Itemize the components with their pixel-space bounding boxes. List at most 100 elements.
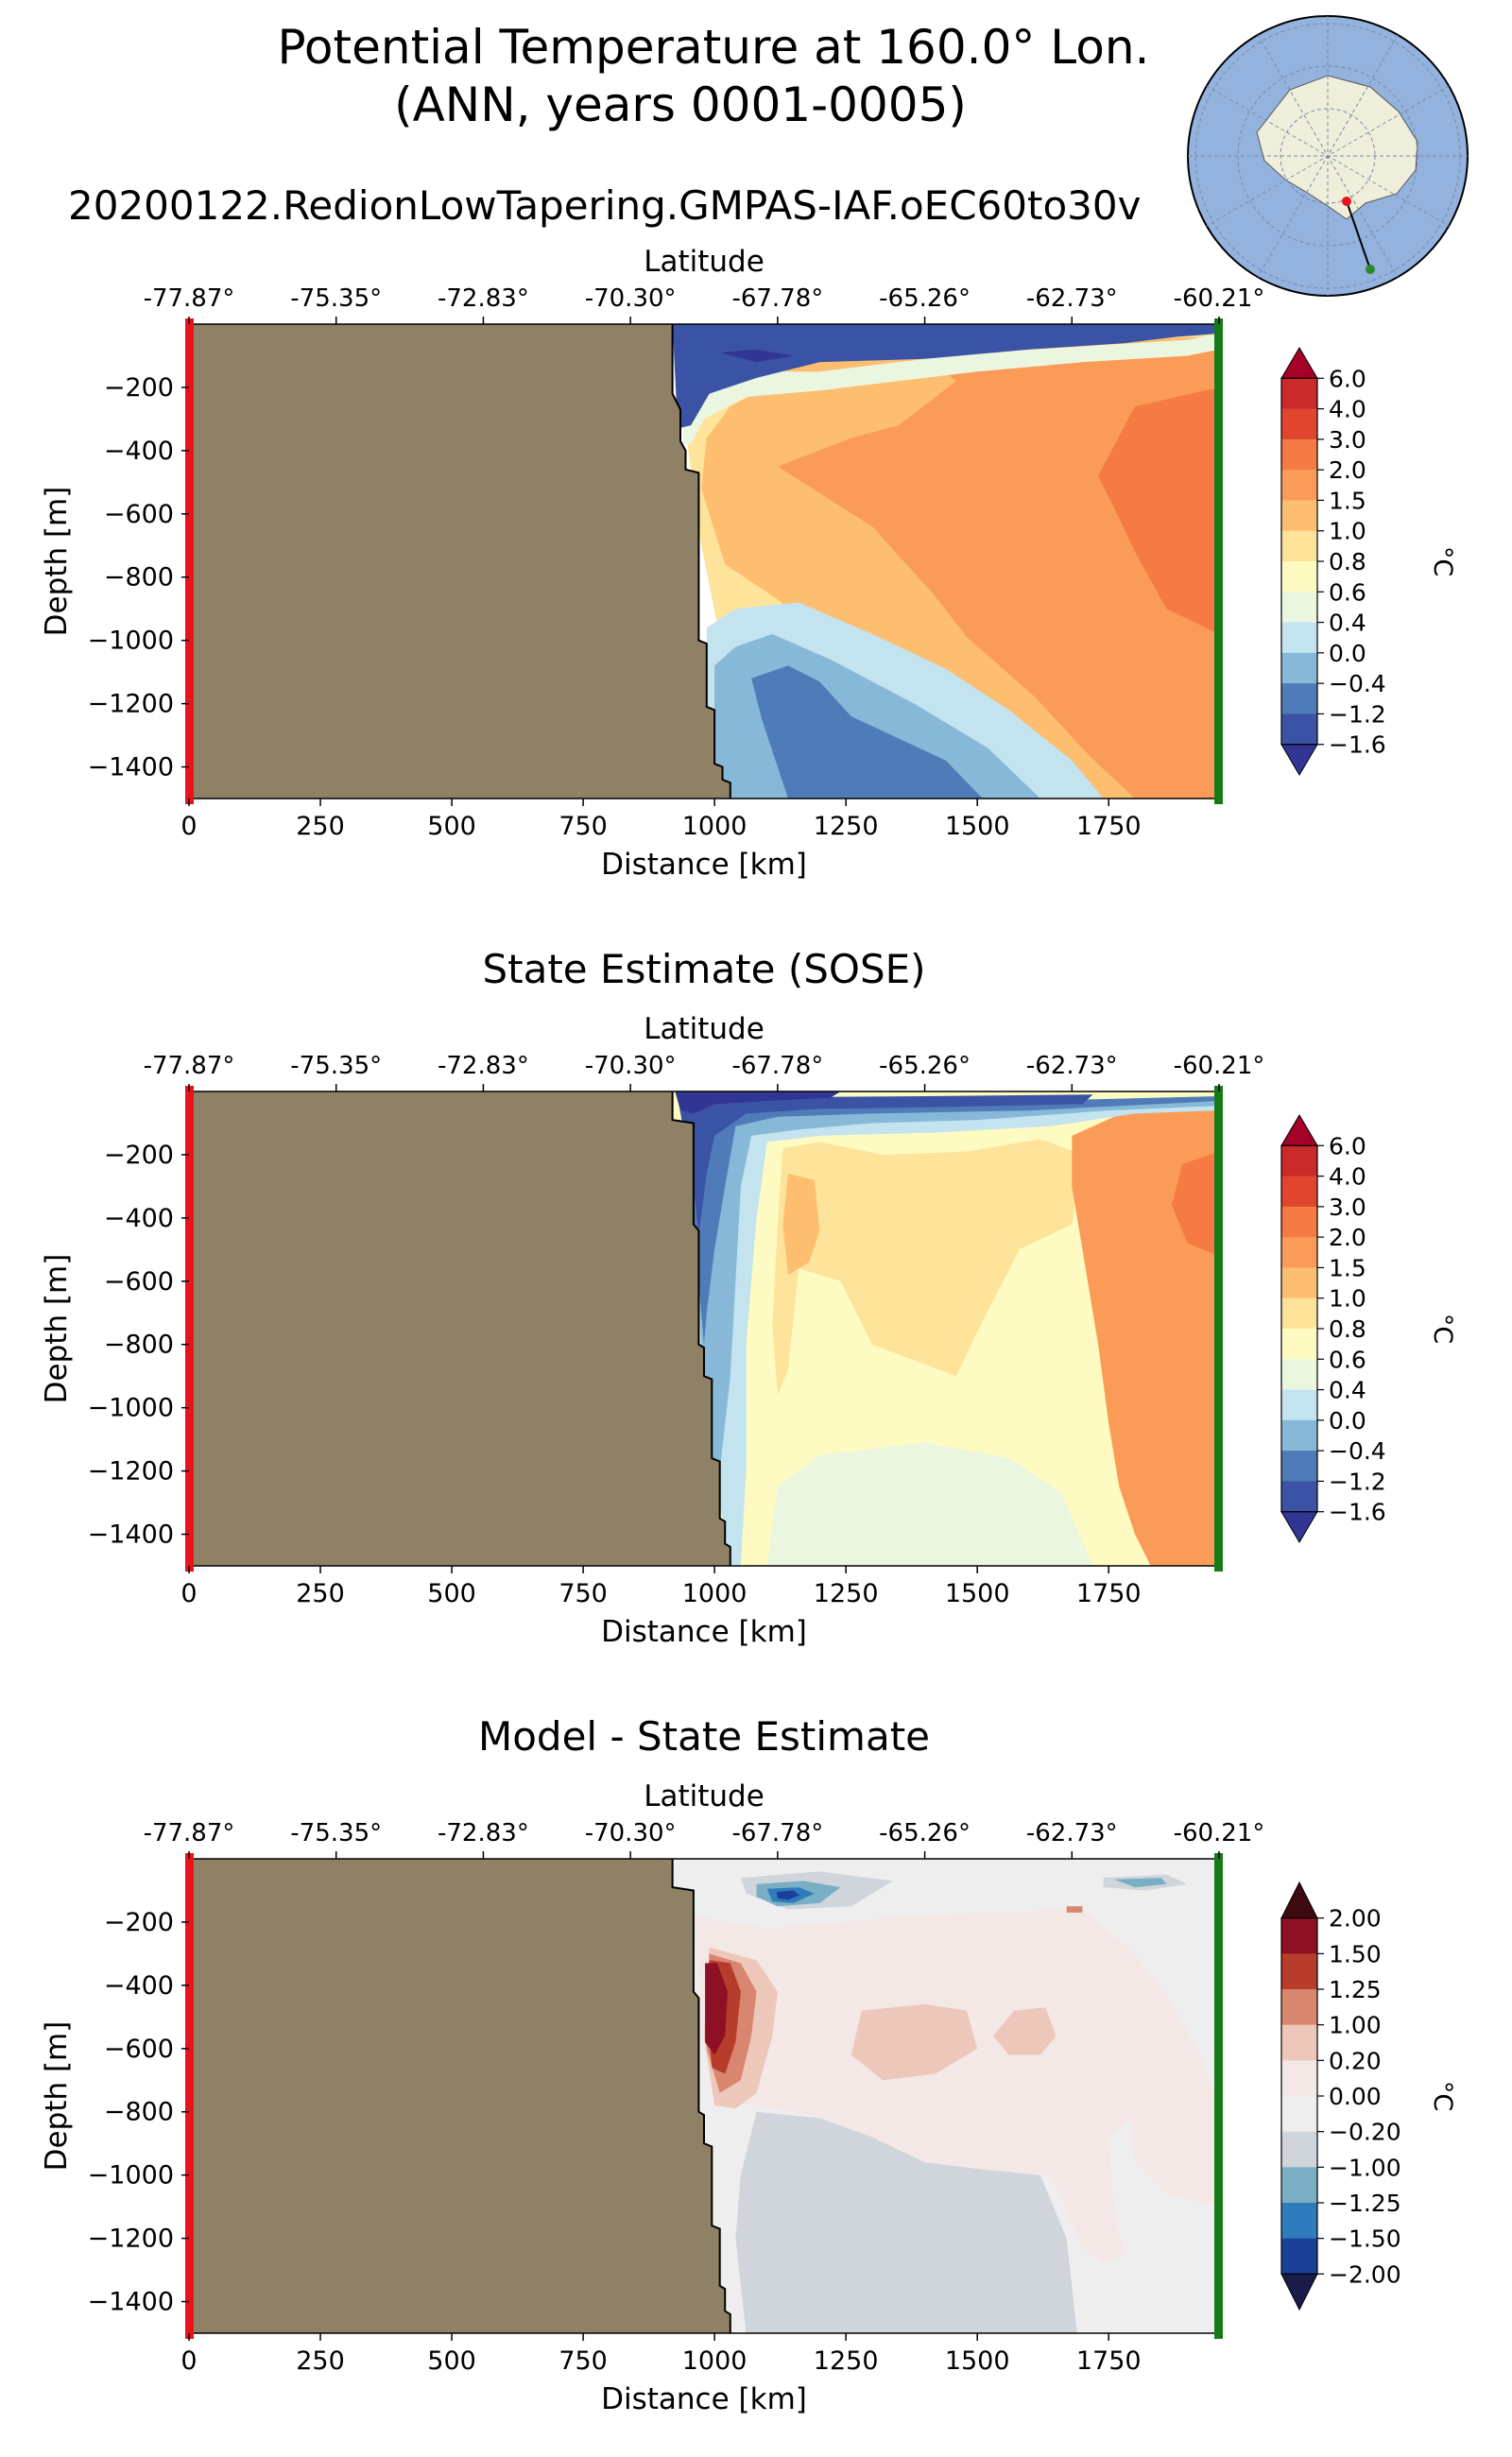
x-tick-label: 250 (296, 2346, 345, 2376)
contour-region (776, 1890, 800, 1900)
colorbar-tick-label: −1.6 (1329, 1499, 1386, 1526)
y-tick-label: −1000 (88, 627, 174, 656)
colorbar-tick-label: −1.00 (1329, 2154, 1401, 2181)
colorbar-tick-label: 4.0 (1329, 396, 1366, 423)
y-tick-label: −600 (104, 500, 174, 529)
contour-region (678, 1094, 1093, 1234)
top-tick-label: -67.78° (731, 1052, 823, 1080)
colorbar-tick-label: 1.50 (1329, 1940, 1382, 1967)
colorbar-tick-label: 0.8 (1329, 1315, 1366, 1343)
y-axis-label: Depth [m] (40, 1254, 74, 1404)
x-tick-label: 1250 (814, 2346, 879, 2376)
colorbar-swatch (1281, 530, 1317, 562)
colorbar: 6.04.03.02.01.51.00.80.60.40.0−0.4−1.2−1… (1280, 1114, 1457, 1543)
contour-region (1113, 1878, 1167, 1888)
y-tick-label: −800 (104, 563, 174, 593)
colorbar-swatch (1281, 1206, 1317, 1238)
x-axis-label: Distance [km] (601, 2382, 807, 2416)
y-tick-label: −800 (104, 2098, 174, 2127)
y-tick-label: −400 (104, 1204, 174, 1233)
colorbar-tick-label: −1.2 (1329, 1468, 1386, 1495)
colorbar-swatch (1281, 2203, 1317, 2240)
colorbar-tick-label: 3.0 (1329, 1194, 1366, 1221)
colorbar-tick-label: −0.4 (1329, 1437, 1386, 1465)
inset-transect-line (1346, 200, 1371, 270)
top-tick-label: -77.87° (144, 284, 235, 313)
contour-field (672, 324, 1219, 799)
x-tick-label: 0 (180, 812, 197, 841)
colorbar-tick-label: 4.0 (1329, 1163, 1366, 1191)
inset-graticule-meridian (1206, 85, 1450, 227)
contour-region (693, 1101, 1219, 1566)
transect-end-marker (1214, 1853, 1223, 2339)
x-tick-label: 750 (558, 2346, 608, 2376)
sose-panel: State Estimate (SOSE) 0 250 500 750 1000 1250 1… (40, 946, 1457, 1649)
top-tick-label: -60.21° (1174, 1052, 1265, 1080)
colorbar-swatch (1281, 470, 1317, 501)
contour-region (850, 2003, 978, 2081)
inset-transect-start (1342, 197, 1351, 206)
top-tick-label: -65.26° (879, 284, 971, 313)
colorbar-swatch (1281, 683, 1317, 714)
colorbar-swatch (1281, 1329, 1317, 1360)
colorbar-swatch (1281, 622, 1317, 654)
figure-title-line2: (ANN, years 0001-0005) (394, 77, 967, 132)
top-tick-label: -70.30° (585, 1819, 677, 1847)
colorbar-tick-label: 0.0 (1329, 1407, 1366, 1435)
y-tick-label: −1000 (88, 2161, 174, 2191)
colorbar-swatch (1281, 652, 1317, 684)
x-tick-label: 1000 (682, 2346, 747, 2376)
y-tick-label: −400 (104, 437, 174, 466)
colorbar-swatch (1281, 1451, 1317, 1482)
x-tick-label: 0 (180, 1579, 197, 1608)
y-tick-label: −200 (104, 1141, 174, 1170)
contour-region (682, 334, 1219, 445)
colorbar-tick-label: 0.4 (1329, 610, 1366, 637)
bathymetry-line (671, 323, 731, 799)
colorbar-swatch (1281, 2131, 1317, 2168)
colorbar-swatch (1281, 713, 1317, 746)
model-panel: 0 250 500 750 1000 1250 1500 1750 Distance [km] -… (40, 245, 1457, 882)
top-tick-label: -62.73° (1026, 284, 1118, 313)
top-tick-label: -72.83° (438, 1052, 529, 1080)
contour-region (682, 1096, 1219, 1345)
colorbar: 2.00 1.50 1.25 1.00 0.20 0.00 −0.20 −1.00 −1.25 −… (1280, 1881, 1457, 2311)
colorbar-tick-label: −1.6 (1329, 731, 1386, 759)
colorbar-tick-label: 0.0 (1329, 640, 1366, 667)
transect-start-marker (185, 1086, 194, 1572)
y-tick-label: −1200 (88, 2225, 174, 2254)
difference-panel: Model - State Estimate 0 250 500 750 1000 1250… (40, 1713, 1457, 2416)
y-tick-label: −200 (104, 373, 174, 403)
transect-start-marker (185, 1853, 194, 2339)
y-tick-label: −1200 (88, 1457, 174, 1486)
panel-title: Model - State Estimate (478, 1713, 930, 1760)
y-tick-label: −1400 (88, 753, 174, 782)
colorbar-swatch (1281, 378, 1317, 410)
contour-field (672, 1859, 1219, 2333)
y-tick-label: −1400 (88, 2288, 174, 2317)
colorbar-swatch (1281, 500, 1317, 532)
contour-region (672, 324, 1219, 429)
contour-region (782, 1174, 820, 1276)
colorbar: 6.04.03.02.01.51.00.80.60.40.0−0.4−1.2−1… (1280, 347, 1457, 776)
contour-region (772, 1139, 1083, 1396)
contour-region (675, 1091, 841, 1114)
y-tick-label: −600 (104, 2035, 174, 2064)
top-tick-label: -67.78° (731, 1819, 823, 1847)
colorbar-tick-label: 1.5 (1329, 1254, 1366, 1281)
x-tick-label: 500 (427, 812, 476, 841)
colorbar-unit-label: °C (1428, 546, 1457, 576)
figure-title-line1: Potential Temperature at 160.0° Lon. (278, 20, 1150, 75)
x-tick-label: 1000 (682, 812, 747, 841)
colorbar-tick-label: −2.00 (1329, 2260, 1401, 2288)
transect-end-marker (1214, 318, 1223, 804)
x-tick-label: 500 (427, 2346, 476, 2376)
colorbar-swatch (1281, 1359, 1317, 1391)
x-tick-label: 1250 (814, 812, 879, 841)
contour-region (719, 349, 794, 363)
colorbar-swatch (1281, 1989, 1317, 2026)
x-tick-label: 250 (296, 1579, 345, 1608)
top-tick-label: -65.26° (879, 1052, 971, 1080)
colorbar-tick-label: 6.0 (1329, 1132, 1366, 1160)
inset-map (1187, 15, 1469, 297)
